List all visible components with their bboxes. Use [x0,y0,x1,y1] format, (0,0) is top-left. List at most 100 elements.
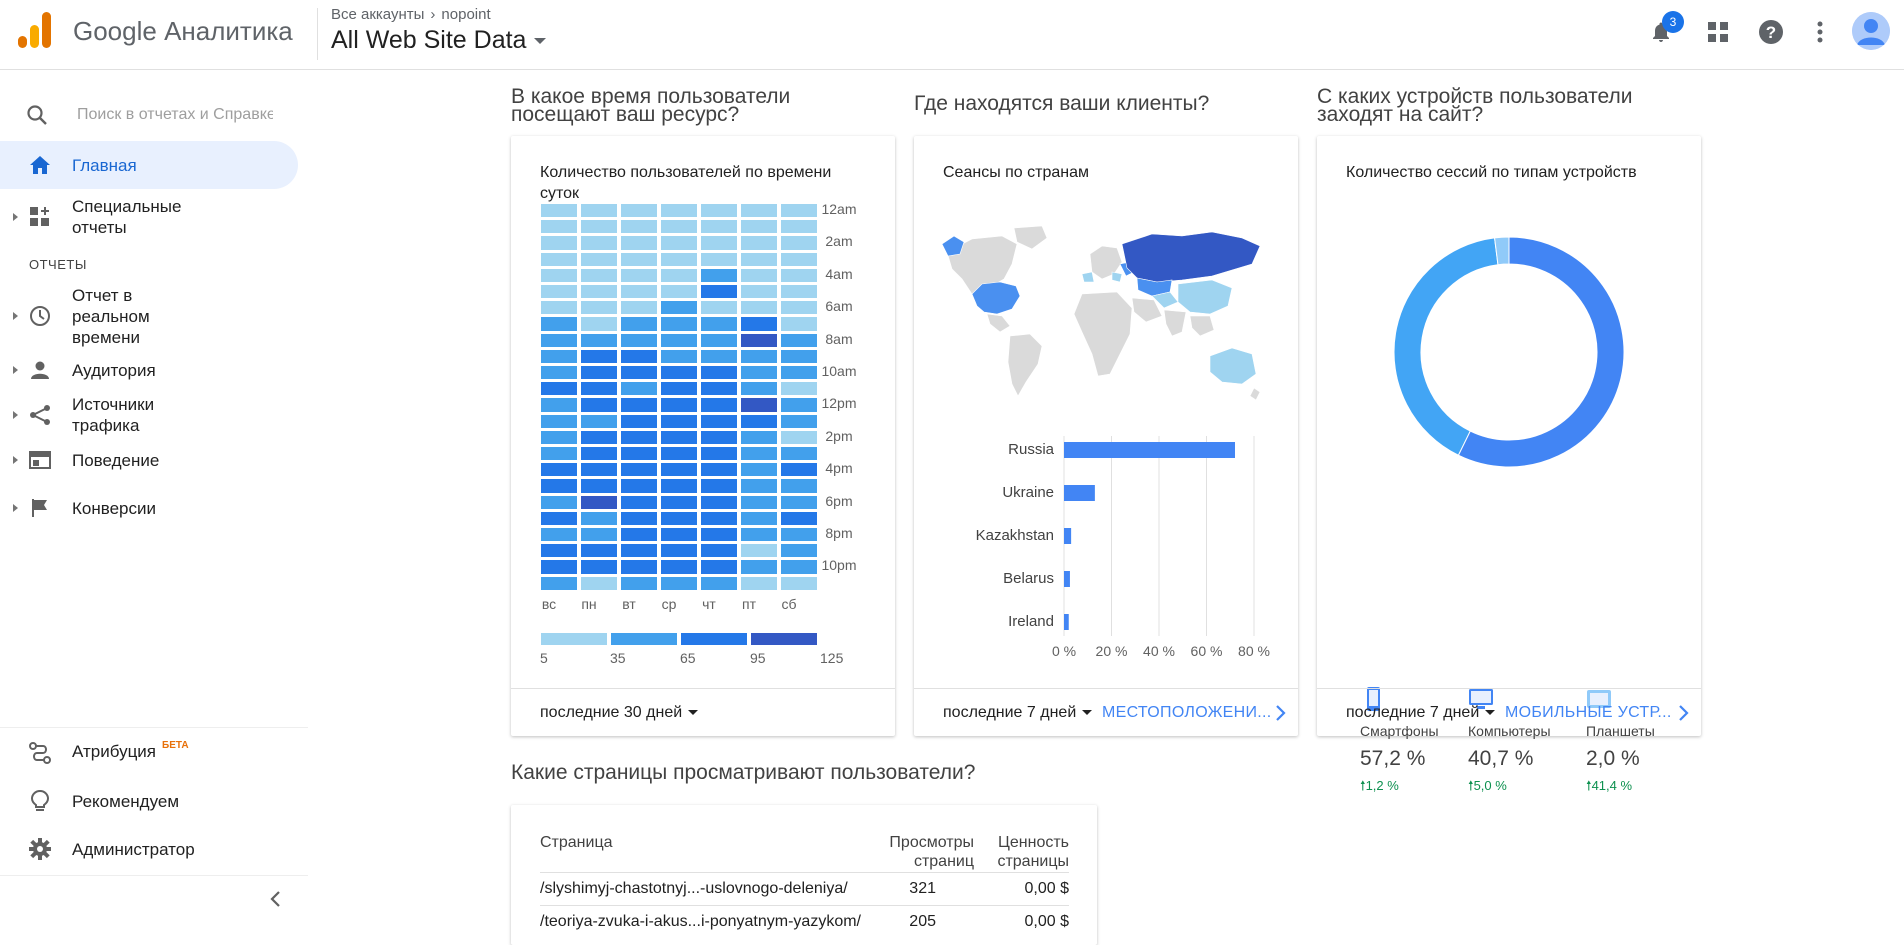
table-row[interactable]: /teoriya-zvuka-i-akus...i-ponyatnym-yazy… [540,905,1069,938]
heatmap-cell [701,495,737,509]
page-path[interactable]: /slyshimyj-chastotnyj...-uslovnogo-delen… [540,880,848,897]
heatmap-cell [661,236,697,250]
date-range-label: последние 30 дней [540,704,683,721]
card-users-by-time: Количество пользователей по времени суто… [511,136,895,736]
heatmap-cell [541,285,577,299]
caret-down-icon [1485,710,1496,716]
sidebar-item-custom-reports[interactable]: Специальные отчеты [0,190,298,244]
heatmap-cell [621,349,657,363]
card-sessions-by-device: Количество сессий по типам устройств Сма… [1317,136,1701,793]
sidebar-divider [0,875,308,876]
sidebar-item-discover[interactable]: Рекомендуем [0,783,298,819]
world-map[interactable] [942,224,1272,404]
sidebar-item-acquisition[interactable]: Источники трафика [0,390,298,440]
sidebar-item-audience[interactable]: Аудитория [0,352,298,388]
device-donut-slice[interactable] [1393,237,1499,456]
question-location: Где находятся ваши клиенты? [914,92,1210,115]
date-range-dropdown[interactable]: последние 30 дней [540,704,699,722]
heatmap-cell [741,398,777,412]
mobile-report-link[interactable]: МОБИЛЬНЫЕ УСТР... [1505,704,1672,721]
heatmap-cell [661,479,697,493]
device-name: Компьютеры [1468,723,1551,739]
more-vert-icon [1817,21,1823,43]
sidebar-search[interactable] [0,90,308,140]
country-bar[interactable] [1064,614,1069,630]
sidebar-item-admin[interactable]: Администратор [0,831,298,867]
expand-arrow-icon [13,366,18,374]
heatmap-cell [741,236,777,250]
sidebar-item-label: Конверсии [72,498,156,518]
date-range-label: последние 7 дней [1346,704,1480,721]
account-avatar[interactable] [1852,12,1890,50]
page-path[interactable]: /teoriya-zvuka-i-akus...i-ponyatnym-yazy… [540,913,861,930]
location-report-link[interactable]: МЕСТОПОЛОЖЕНИ... [1102,704,1272,721]
column-header-page[interactable]: Страница [540,834,613,851]
heatmap-cell [701,414,737,428]
page-value: 0,00 $ [1024,913,1069,930]
device-donut-slice[interactable] [1494,236,1510,266]
heatmap-cell [541,220,577,234]
heatmap-cell [701,479,737,493]
heatmap-cell [781,414,817,428]
breadcrumb[interactable]: Все аккаунты › nopoint [331,6,491,23]
chevron-right-icon[interactable] [1677,703,1691,723]
column-header-page-value[interactable]: Ценность страницы [997,834,1069,870]
column-header-pageviews[interactable]: Просмотры страниц [889,834,974,870]
table-row[interactable]: /slyshimyj-chastotnyj...-uslovnogo-delen… [540,872,1069,905]
lightbulb-icon [28,789,52,813]
heatmap-cell [581,301,617,315]
country-bar[interactable] [1064,528,1072,544]
sidebar-item-home[interactable]: Главная [0,141,298,189]
sidebar-item-attribution[interactable]: Атрибуция БЕТА [0,735,298,771]
sidebar-item-label: Специальные отчеты [72,197,182,237]
brand-name[interactable]: Google Аналитика [73,16,293,46]
heatmap-cell [781,204,817,218]
device-tablets: Планшеты 2,0 % 🠕41,4 % [1586,686,1696,799]
heatmap-cell [621,204,657,218]
device-delta-value: 41,4 % [1591,778,1633,793]
analytics-logo[interactable] [18,12,52,48]
chevron-right-icon[interactable] [1274,703,1288,723]
country-bar[interactable] [1064,571,1070,587]
country-label: Russia [1008,441,1055,458]
attribution-label: Атрибуция [72,742,157,761]
view-name: All Web Site Data [331,26,527,54]
heatmap-cell [581,236,617,250]
bar-tick-label: 20 % [1096,643,1128,659]
heatmap-cell [781,495,817,509]
more-menu-button[interactable] [1805,17,1835,47]
country-bar[interactable] [1064,485,1095,501]
search-input[interactable] [77,106,273,124]
help-button[interactable]: ? [1756,17,1786,47]
date-range-dropdown[interactable]: последние 7 дней [1346,704,1496,722]
date-range-dropdown[interactable]: последние 7 дней [943,704,1093,722]
sidebar-item-conversions[interactable]: Конверсии [0,490,298,526]
heatmap-cell [541,463,577,477]
breadcrumb-account[interactable]: nopoint [441,6,491,23]
breadcrumb-root[interactable]: Все аккаунты [331,6,425,23]
country-bar[interactable] [1064,442,1235,458]
device-donut-slice[interactable] [1457,236,1625,468]
heatmap-cell [581,560,617,574]
caret-down-icon [688,710,699,716]
home-icon [28,153,52,177]
heatmap-cell [781,252,817,266]
expand-arrow-icon [13,411,18,419]
heatmap-cell [541,414,577,428]
heatmap-cell [541,301,577,315]
help-icon: ? [1759,20,1783,44]
heatmap-cell [621,382,657,396]
heatmap-cell [661,430,697,444]
apps-button[interactable] [1703,17,1733,47]
view-selector[interactable]: All Web Site Data [331,26,547,55]
pageviews-value: 205 [909,913,936,930]
heatmap-cell [581,398,617,412]
heatmap-cell [781,560,817,574]
heatmap-cell [781,544,817,558]
heatmap-cell [581,204,617,218]
sidebar-item-realtime[interactable]: Отчет в реальном времени [0,282,298,350]
heatmap-cell [661,528,697,542]
heatmap-day-label: ср [661,596,677,612]
sidebar-item-behavior[interactable]: Поведение [0,442,298,478]
collapse-sidebar-button[interactable] [266,889,286,909]
